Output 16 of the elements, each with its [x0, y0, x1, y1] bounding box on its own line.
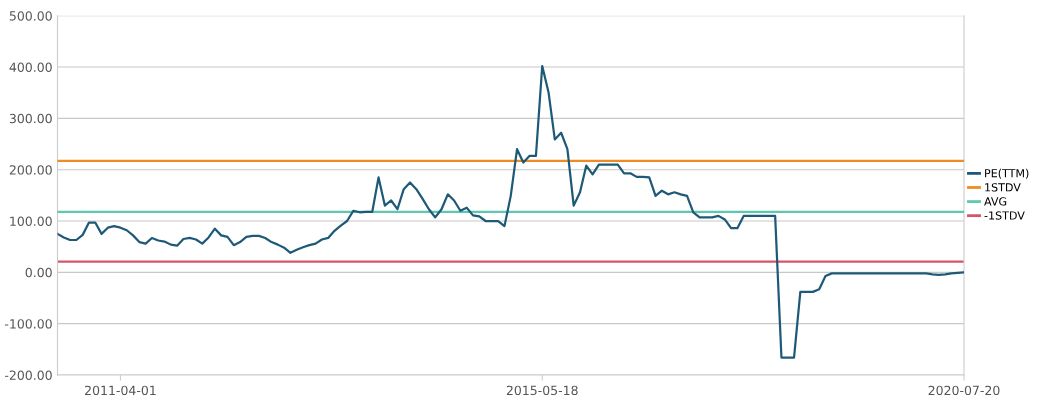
x-tick-label: 2011-04-01 — [85, 385, 156, 396]
y-tick-label: 400.00 — [9, 62, 52, 72]
legend-label: -1STDV — [984, 211, 1025, 220]
y-tick-label: 200.00 — [9, 165, 52, 175]
y-tick-label: -200.00 — [5, 370, 52, 380]
legend-label: AVG — [984, 197, 1007, 206]
y-tick-label: 500.00 — [9, 11, 52, 21]
y-tick-label: -100.00 — [5, 319, 52, 329]
line-series — [57, 64, 964, 359]
legend-label: 1STDV — [985, 183, 1021, 192]
y-tick-label: 0.00 — [25, 267, 52, 278]
y-tick-label: 300.00 — [9, 113, 52, 124]
y-tick-label: 100.00 — [10, 216, 52, 226]
legend-label: PE(TTM) — [985, 168, 1029, 179]
x-tick-label: 2015-05-18 — [506, 385, 578, 396]
x-tick-label: 2020-07-20 — [928, 385, 1000, 396]
